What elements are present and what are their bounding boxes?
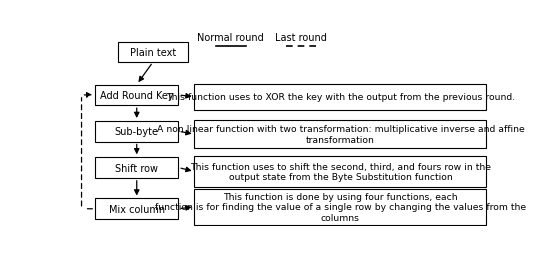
FancyBboxPatch shape <box>195 120 486 149</box>
Text: This function uses to XOR the key with the output from the previous round.: This function uses to XOR the key with t… <box>166 93 515 102</box>
FancyBboxPatch shape <box>95 121 178 142</box>
Text: A non linear function with two transformation: multiplicative inverse and affine: A non linear function with two transform… <box>157 125 524 144</box>
Text: This function uses to shift the second, third, and fours row in the
output state: This function uses to shift the second, … <box>190 162 491 181</box>
Text: Shift row: Shift row <box>116 163 158 173</box>
FancyBboxPatch shape <box>95 199 178 219</box>
Text: Last round: Last round <box>275 33 327 43</box>
Text: Add Round Key: Add Round Key <box>100 90 174 101</box>
FancyBboxPatch shape <box>195 84 486 111</box>
FancyBboxPatch shape <box>195 189 486 225</box>
Text: Mix column: Mix column <box>109 204 165 214</box>
FancyBboxPatch shape <box>195 157 486 187</box>
Text: Sub-byte: Sub-byte <box>115 127 159 137</box>
Text: Normal round: Normal round <box>197 33 264 43</box>
FancyBboxPatch shape <box>118 43 188 63</box>
Text: Plain text: Plain text <box>130 48 176 58</box>
FancyBboxPatch shape <box>95 157 178 178</box>
FancyBboxPatch shape <box>95 85 178 106</box>
Text: This function is done by using four functions, each
function is for finding the : This function is done by using four func… <box>155 192 526 222</box>
